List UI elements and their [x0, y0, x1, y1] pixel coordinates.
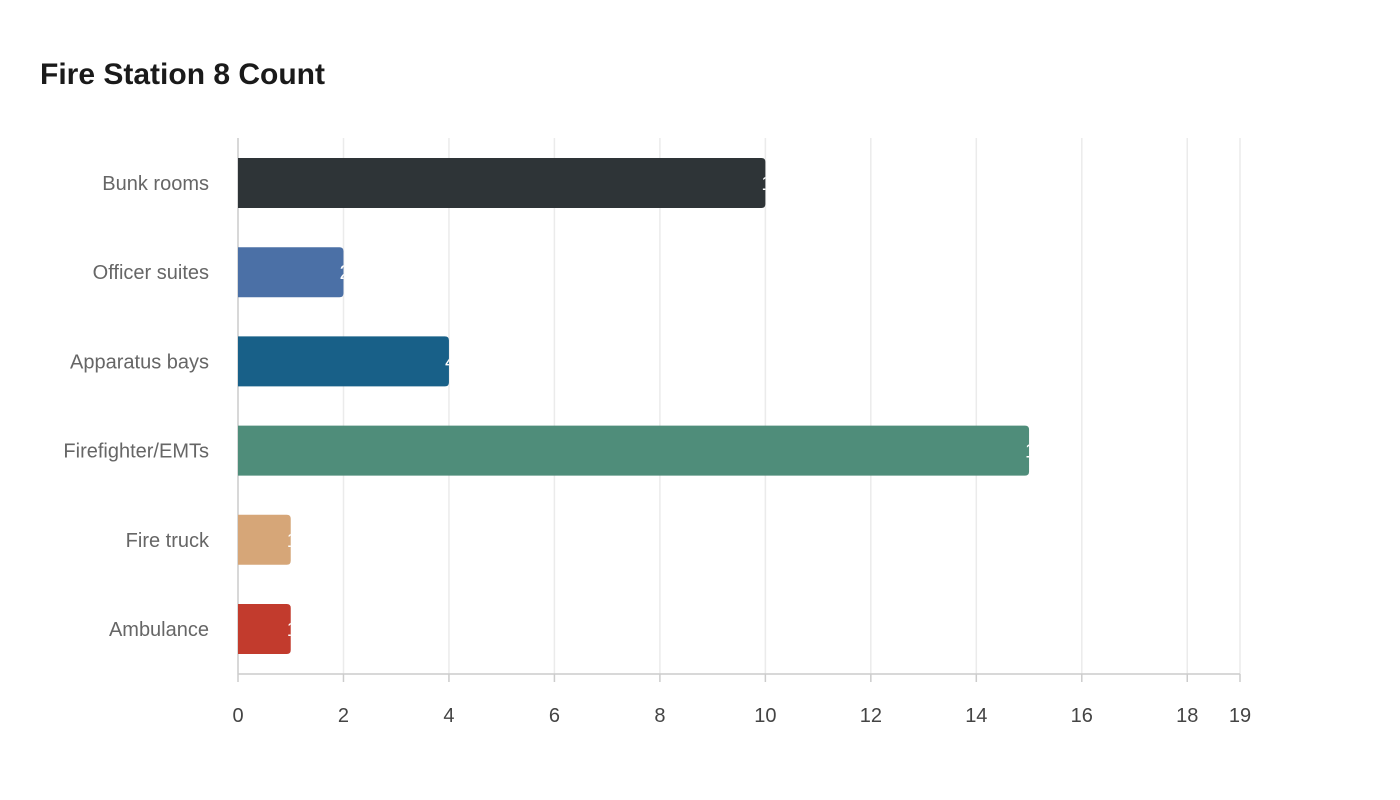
value-label: 4 — [445, 351, 456, 373]
category-label: Apparatus bays — [70, 351, 209, 373]
x-tick-label: 0 — [232, 705, 243, 727]
bar — [238, 247, 344, 298]
bar — [238, 604, 291, 654]
x-tick-label: 14 — [965, 705, 987, 727]
x-tick-label: 10 — [754, 705, 776, 727]
value-label: 1 — [287, 619, 298, 641]
x-tick-label: 18 — [1176, 705, 1198, 727]
chart-title: Fire Station 8 Count — [40, 58, 325, 91]
x-tick-label: 4 — [443, 705, 454, 727]
bar — [238, 158, 766, 208]
value-label: 2 — [339, 262, 350, 284]
x-tick-label: 6 — [549, 705, 560, 727]
x-tick-label: 2 — [338, 705, 349, 727]
x-tick-label: 16 — [1071, 705, 1093, 727]
category-label: Ambulance — [109, 619, 209, 641]
bar — [238, 514, 291, 565]
category-label: Firefighter/EMTs — [63, 441, 209, 463]
x-tick-label: 8 — [654, 705, 665, 727]
x-tick-label: 12 — [860, 705, 882, 727]
category-label: Bunk rooms — [102, 173, 209, 195]
category-label: Officer suites — [93, 262, 209, 284]
x-tick-label: 19 — [1229, 705, 1251, 727]
value-label: 10 — [761, 173, 783, 195]
bar — [238, 336, 449, 387]
value-label: 1 — [287, 530, 298, 552]
value-label: 15 — [1025, 441, 1047, 463]
category-label: Fire truck — [126, 530, 210, 552]
bar — [238, 425, 1030, 476]
